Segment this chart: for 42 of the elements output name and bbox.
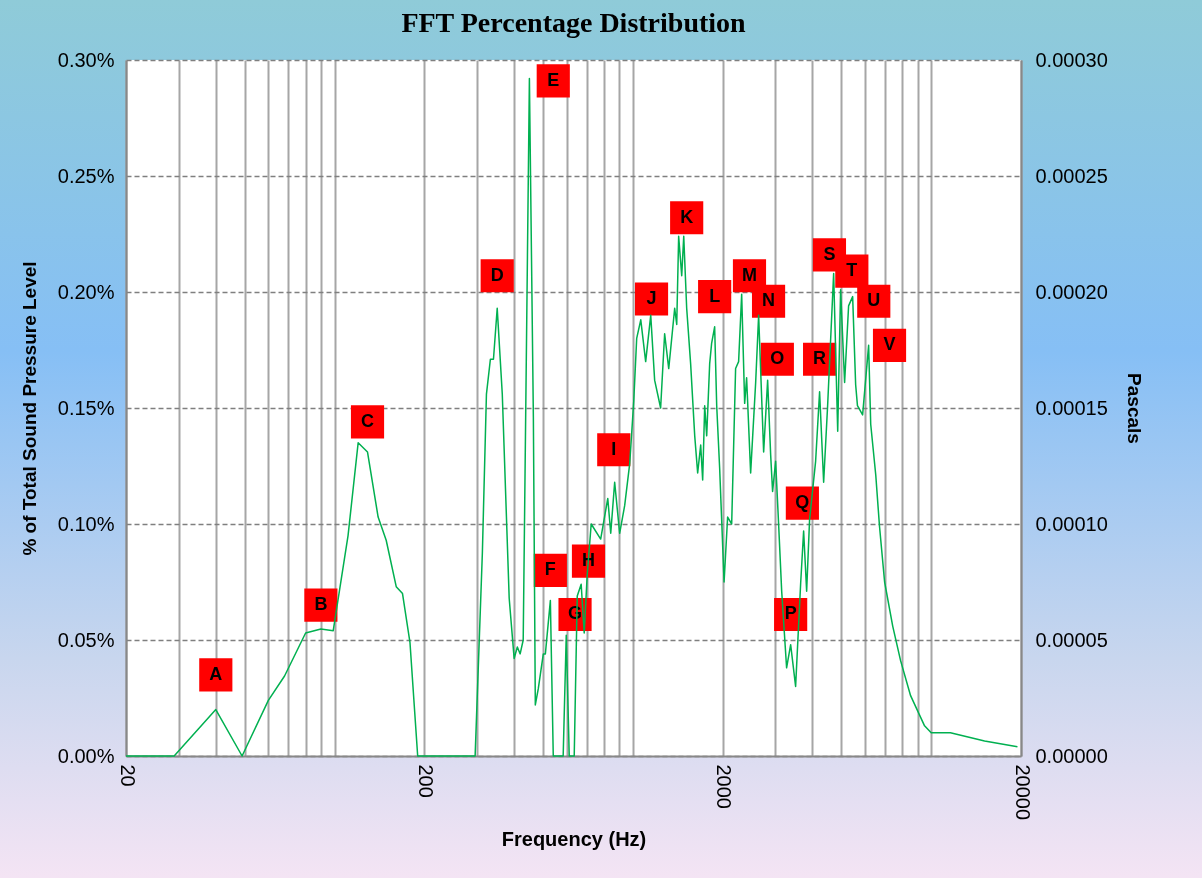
annotation: V (883, 334, 896, 355)
y-tick-label: 0.25% (57, 164, 115, 187)
annotation: E (547, 69, 560, 90)
annotation: P (784, 603, 797, 624)
y2-tick-label: 0.00000 (1035, 744, 1108, 767)
y-tick-label: 0.00% (57, 744, 115, 767)
annotation: N (762, 290, 776, 311)
y2-tick-label: 0.00015 (1035, 396, 1108, 419)
y2-tick-label: 0.00030 (1035, 48, 1108, 71)
annotation: B (314, 594, 328, 615)
annotation: I (611, 438, 617, 459)
y-tick-label: 0.20% (57, 280, 115, 303)
chart-title: FFT Percentage Distribution (401, 7, 747, 38)
y2-tick-label: 0.00020 (1035, 280, 1108, 303)
y-tick-label: 0.15% (57, 396, 115, 419)
annotation: Q (795, 492, 810, 513)
y2-tick-label: 0.00025 (1035, 164, 1108, 187)
annotation: J (646, 287, 657, 308)
x-tick-label: 2000 (713, 764, 736, 809)
annotation: O (770, 348, 785, 369)
y2-tick-label: 0.00005 (1035, 628, 1108, 651)
annotation: M (741, 264, 757, 285)
annotation: U (867, 290, 881, 311)
annotation: C (361, 410, 375, 431)
y2-axis-title: Pascals (1123, 373, 1145, 444)
y-axis-title: % of Total Sound Pressure Level (18, 261, 40, 556)
x-tick-label: 20 (116, 764, 139, 787)
y-tick-label: 0.05% (57, 628, 115, 651)
x-axis-title: Frequency (Hz) (501, 828, 647, 851)
annotation: T (846, 260, 858, 281)
y-tick-label: 0.10% (57, 512, 115, 535)
annotation: D (490, 264, 504, 285)
x-tick-label: 20000 (1011, 764, 1034, 821)
annotation: R (813, 348, 827, 369)
annotation: S (823, 243, 836, 264)
y-tick-label: 0.30% (57, 48, 115, 71)
annotation: F (544, 559, 556, 580)
annotation: A (209, 663, 223, 684)
x-tick-label: 200 (414, 764, 437, 798)
annotation: K (680, 206, 694, 227)
annotation: L (709, 285, 721, 306)
y2-tick-label: 0.00010 (1035, 512, 1108, 535)
